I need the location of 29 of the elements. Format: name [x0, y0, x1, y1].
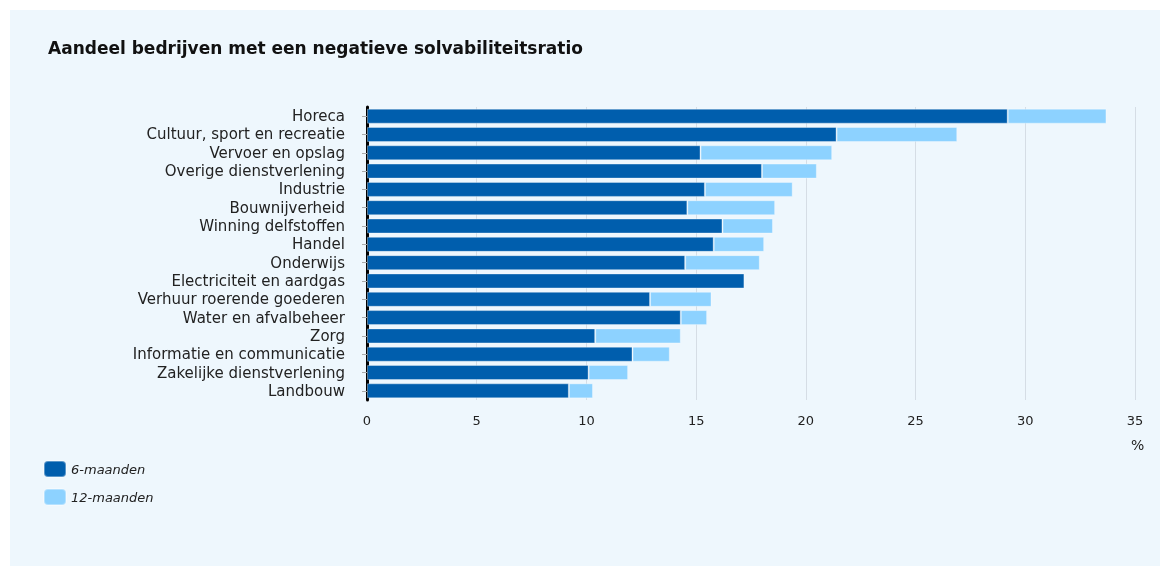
y-tick-label: Informatie en communicatie — [132, 345, 345, 364]
chart-title: Aandeel bedrijven met een negatieve solvabiliteitsratio — [48, 37, 583, 58]
x-axis-title: % — [1131, 437, 1145, 453]
y-tick-label: Overige dienstverlening — [164, 162, 345, 181]
y-tick-label: Verhuur roerende goederen — [137, 290, 345, 309]
y-tick-label: Winning delfstoffen — [199, 217, 345, 236]
y-tick-label: Horeca — [292, 107, 345, 126]
x-tick-label: 10 — [578, 413, 595, 428]
x-tick-label: 20 — [797, 413, 815, 428]
y-tick-label: Onderwijs — [270, 253, 346, 272]
y-tick-label: Handel — [292, 235, 345, 254]
y-tick-label: Vervoer en opslag — [209, 143, 345, 162]
legend-label: 12-maanden — [71, 489, 154, 505]
x-tick-label: 0 — [362, 413, 372, 428]
y-tick-label: Zorg — [310, 326, 345, 345]
y-tick-label: Industrie — [278, 180, 345, 199]
x-tick-label: 30 — [1017, 413, 1034, 428]
x-tick-label: 5 — [472, 413, 481, 428]
y-tick-label: Cultuur, sport en recreatie — [146, 125, 345, 144]
y-tick-label: Zakelijke dienstverlening — [157, 363, 345, 382]
y-tick-label: Electriciteit en aardgas — [171, 271, 346, 290]
y-tick-label: Landbouw — [267, 381, 345, 400]
y-tick-label: Bouwnijverheid — [229, 198, 345, 217]
x-tick-label: 25 — [907, 413, 924, 428]
y-tick-label: Water en afvalbeheer — [182, 308, 346, 327]
x-tick-label: 15 — [687, 413, 705, 428]
x-tick-label: 35 — [1126, 413, 1144, 428]
bar — [367, 273, 745, 289]
legend-label: 6-maanden — [71, 461, 146, 477]
